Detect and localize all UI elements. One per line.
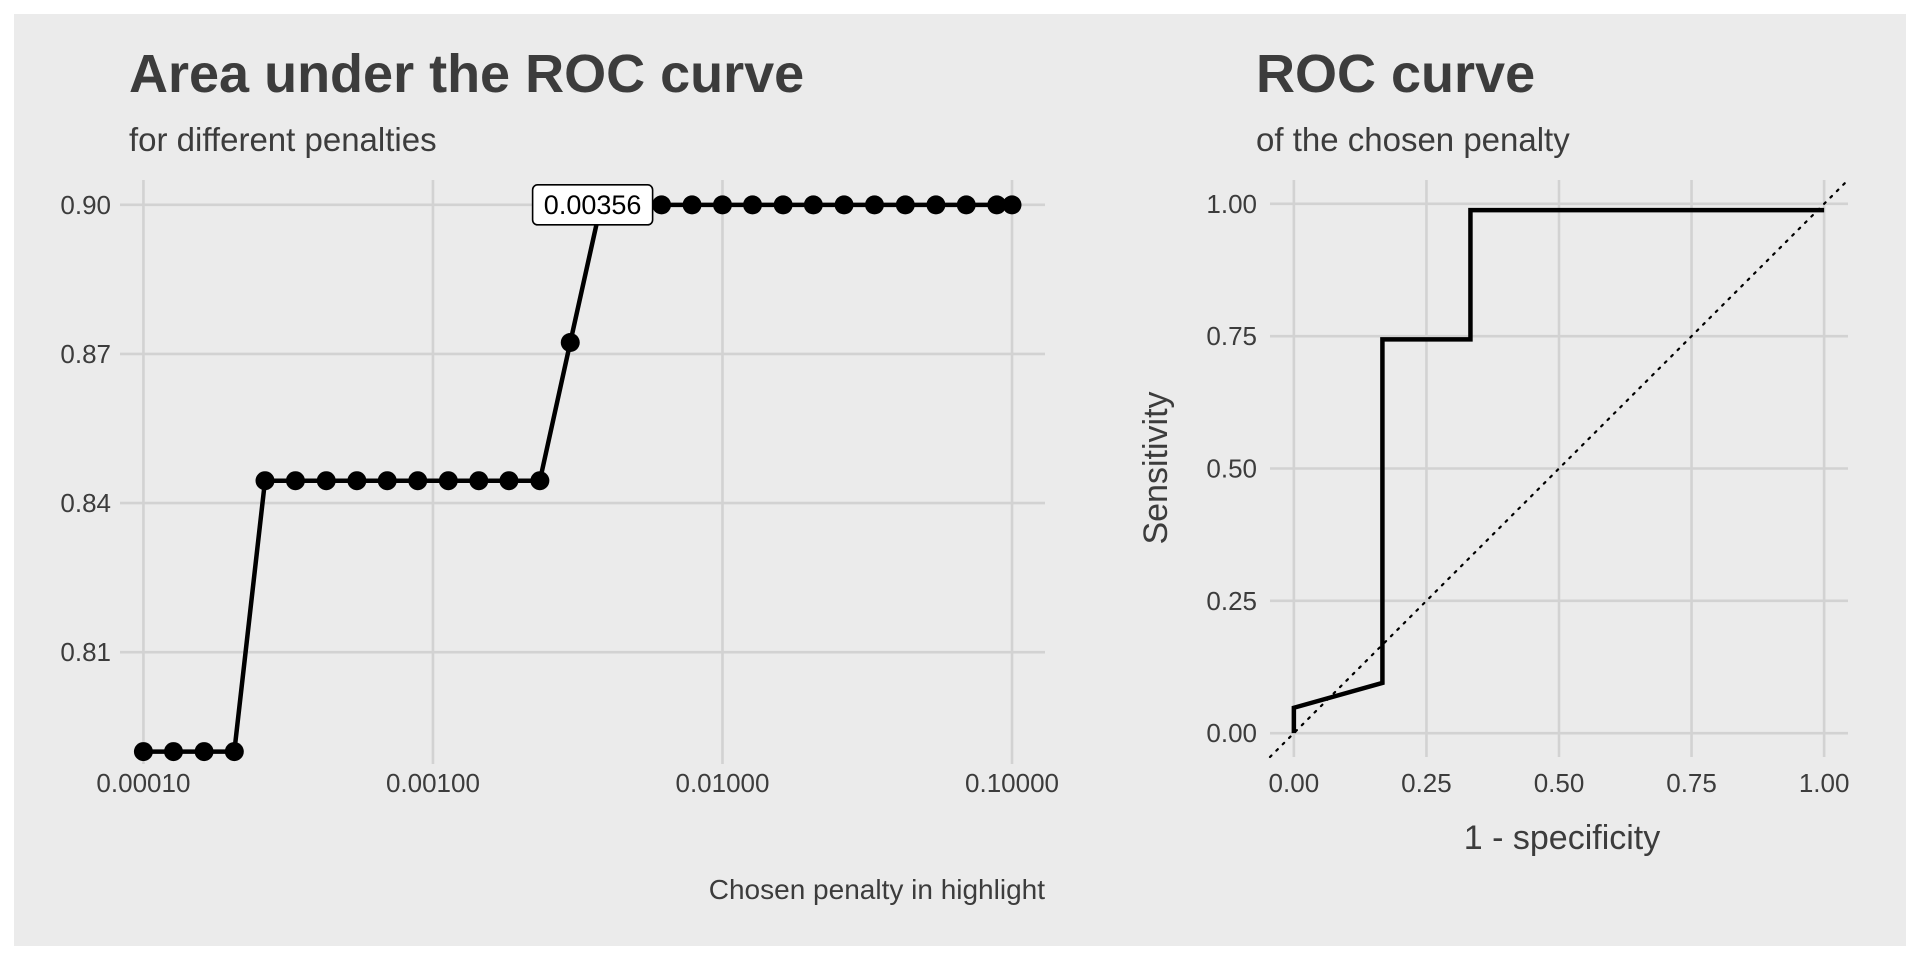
- auc-point: [926, 195, 946, 215]
- roc-reference-diagonal: [1268, 178, 1850, 759]
- roc-y-tick-label: 0.75: [1206, 321, 1257, 351]
- roc-gridlines: [1270, 180, 1848, 757]
- auc-point: [347, 471, 367, 491]
- roc-x-tick-label: 0.00: [1269, 768, 1320, 798]
- auc-x-tick-labels: 0.00010 0.00100 0.01000 0.10000: [96, 768, 1059, 798]
- auc-point: [469, 471, 489, 491]
- roc-panel: ROC curve of the chosen penalty 0.00 0.25…: [1137, 44, 1849, 857]
- auc-y-tick-label: 0.90: [60, 190, 111, 220]
- auc-point: [438, 471, 458, 491]
- auc-point: [133, 742, 153, 762]
- chosen-penalty-label: 0.00356: [544, 190, 642, 220]
- auc-point: [743, 195, 763, 215]
- auc-point: [803, 195, 823, 215]
- auc-point: [895, 195, 915, 215]
- roc-y-tick-label: 0.00: [1206, 718, 1257, 748]
- auc-point: [499, 471, 519, 491]
- chosen-penalty-highlight: 0.00356: [531, 184, 654, 226]
- auc-gridlines: [120, 180, 1045, 764]
- roc-y-tick-labels: 0.00 0.25 0.50 0.75 1.00: [1206, 189, 1257, 748]
- auc-point: [956, 195, 976, 215]
- roc-y-axis-label: Sensitivity: [1137, 391, 1175, 544]
- auc-point: [377, 471, 397, 491]
- auc-point: [530, 471, 550, 491]
- roc-x-tick-label: 0.75: [1666, 768, 1717, 798]
- auc-x-tick-label: 0.00010: [96, 768, 190, 798]
- auc-point: [224, 742, 244, 762]
- roc-subtitle: of the chosen penalty: [1256, 121, 1570, 158]
- roc-y-tick-label: 0.50: [1206, 454, 1257, 484]
- auc-x-tick-label: 0.10000: [965, 768, 1059, 798]
- auc-y-tick-labels: 0.81 0.84 0.87 0.90: [60, 190, 111, 667]
- auc-point: [255, 471, 275, 491]
- chosen-penalty-label-box: [531, 184, 654, 226]
- auc-y-tick-label: 0.84: [60, 488, 111, 518]
- auc-point: [864, 195, 884, 215]
- roc-x-tick-label: 1.00: [1799, 768, 1850, 798]
- auc-x-tick-label: 0.00100: [386, 768, 480, 798]
- auc-point: [285, 471, 305, 491]
- roc-x-tick-label: 0.50: [1534, 768, 1585, 798]
- auc-point: [987, 195, 1007, 215]
- roc-x-tick-labels: 0.00 0.25 0.50 0.75 1.00: [1269, 768, 1850, 798]
- roc-y-tick-label: 0.25: [1206, 586, 1257, 616]
- auc-caption: Chosen penalty in highlight: [709, 874, 1045, 905]
- auc-point: [834, 195, 854, 215]
- roc-y-tick-label: 1.00: [1206, 189, 1257, 219]
- roc-title: ROC curve: [1256, 44, 1535, 104]
- roc-x-axis-label: 1 - specificity: [1464, 819, 1661, 857]
- auc-point: [163, 742, 183, 762]
- auc-panel: Area under the ROC curve for different p…: [60, 44, 1059, 905]
- auc-point: [773, 195, 793, 215]
- auc-subtitle: for different penalties: [129, 121, 437, 158]
- auc-point: [1002, 195, 1022, 215]
- right-panel-background: [1084, 14, 1906, 946]
- auc-point: [652, 195, 672, 215]
- auc-point: [712, 195, 732, 215]
- auc-point: [316, 471, 336, 491]
- auc-point: [408, 471, 428, 491]
- roc-curve-line: [1291, 207, 1825, 734]
- auc-title: Area under the ROC curve: [129, 44, 804, 104]
- auc-point: [560, 333, 580, 353]
- auc-point: [682, 195, 702, 215]
- roc-x-tick-label: 0.25: [1401, 768, 1452, 798]
- auc-y-tick-label: 0.81: [60, 637, 111, 667]
- auc-point: [194, 742, 214, 762]
- auc-y-tick-label: 0.87: [60, 339, 111, 369]
- auc-x-tick-label: 0.01000: [675, 768, 769, 798]
